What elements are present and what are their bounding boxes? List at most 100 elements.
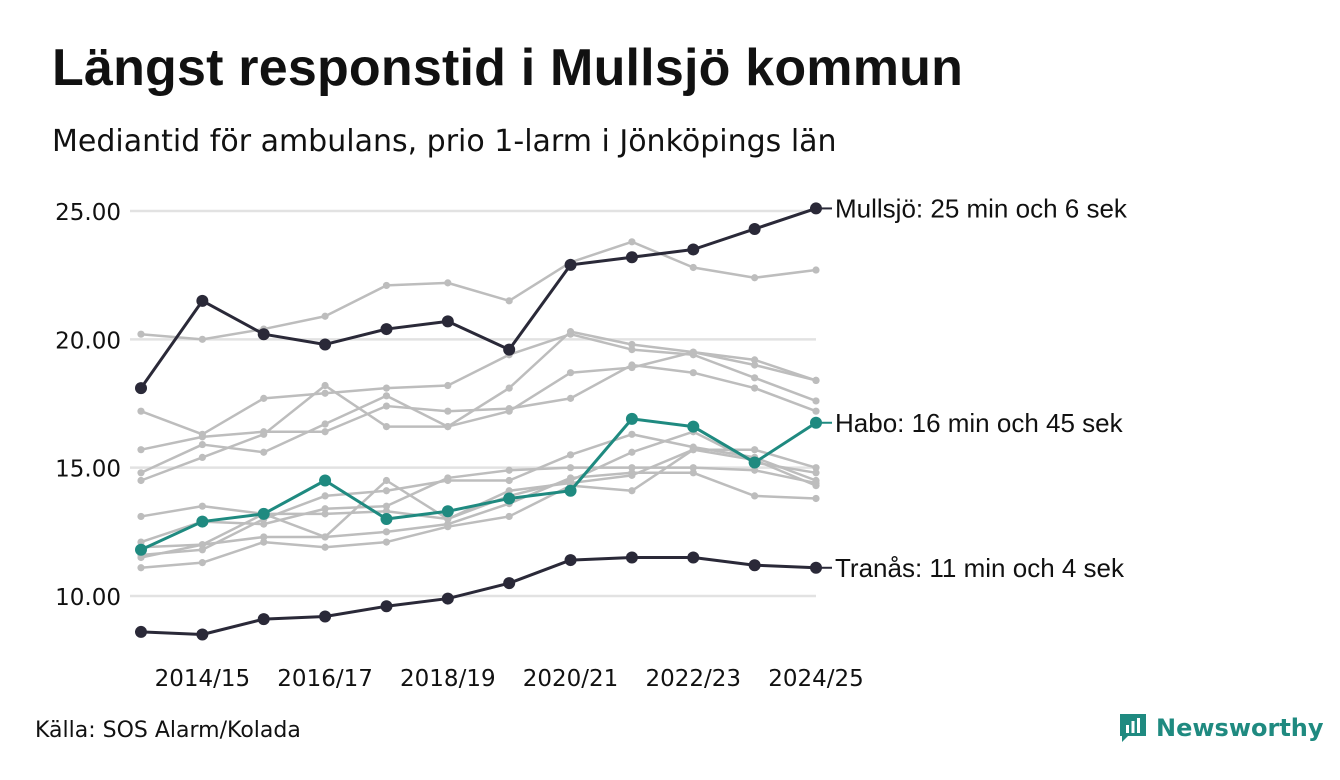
background-series-point	[321, 533, 329, 541]
background-series-point	[812, 469, 820, 477]
background-series-point	[444, 423, 452, 431]
background-series-point	[137, 469, 145, 477]
background-series-point	[382, 281, 391, 290]
background-series-point	[382, 402, 391, 410]
highlight-series-point	[503, 492, 516, 505]
background-series-point	[628, 469, 636, 477]
background-series-point	[689, 263, 697, 272]
background-series-point	[137, 512, 145, 521]
background-series-point	[628, 238, 636, 246]
background-series-point	[812, 494, 820, 503]
highlight-series-point	[687, 420, 700, 433]
background-series-point	[321, 543, 329, 551]
background-series-point	[628, 487, 636, 495]
background-series-point	[137, 330, 145, 338]
highlight-series-point	[441, 592, 454, 605]
background-series-point	[628, 346, 636, 354]
background-series-point	[812, 397, 820, 405]
background-series-point	[505, 384, 513, 392]
background-series-point	[444, 474, 452, 482]
background-series-point	[198, 546, 206, 554]
highlight-series-point	[564, 258, 577, 271]
highlight-series-point	[319, 610, 332, 623]
background-series-point	[382, 476, 391, 485]
highlight-series-point	[441, 505, 454, 518]
series-label: Mullsjö: 25 min och 6 sek	[835, 193, 1128, 223]
background-series-point	[382, 384, 391, 392]
background-series-point	[689, 469, 697, 477]
background-series-point	[812, 266, 820, 274]
highlight-series-point	[319, 338, 332, 351]
background-series-point	[566, 330, 575, 338]
background-series-point	[260, 448, 268, 456]
background-series-point	[566, 451, 575, 459]
series-label: Tranås: 11 min och 4 sek	[835, 553, 1125, 583]
highlight-series-point	[625, 412, 638, 425]
background-series-point	[628, 340, 636, 349]
highlight-series-point	[748, 456, 761, 469]
background-series-point	[628, 448, 636, 456]
background-series-point	[321, 381, 329, 390]
x-tick-label: 2018/19	[400, 666, 496, 692]
highlight-series-point	[257, 328, 270, 341]
background-series-point	[444, 407, 452, 415]
brand-logo: Newsworthy	[1118, 712, 1324, 744]
background-series-point	[137, 476, 145, 485]
background-series-point	[689, 464, 697, 472]
background-series-point	[444, 520, 452, 528]
background-series-point	[812, 407, 820, 415]
chart-title: Längst responstid i Mullsjö kommun	[52, 39, 964, 97]
background-series-point	[382, 502, 391, 510]
highlight-series-point	[196, 628, 209, 641]
background-series-line	[140, 332, 817, 436]
highlight-series-point	[687, 551, 700, 564]
highlight-series-point	[135, 543, 147, 556]
background-series-point	[751, 384, 759, 392]
background-series-point	[137, 564, 145, 572]
background-series-point	[321, 312, 329, 320]
background-series-point	[751, 466, 759, 474]
background-series-point	[198, 541, 206, 549]
background-series-point	[689, 446, 697, 454]
background-series-point	[260, 520, 268, 528]
background-series-line	[140, 471, 817, 559]
background-series-point	[137, 446, 145, 454]
background-series-point	[689, 369, 697, 377]
highlight-series-point	[196, 294, 209, 307]
background-series-point	[260, 394, 268, 402]
background-series-point	[812, 376, 820, 384]
background-series-point	[321, 510, 329, 518]
x-tick-label: 2022/23	[645, 666, 741, 692]
highlight-series-point	[380, 600, 393, 613]
y-tick-label: 15.00	[55, 457, 121, 483]
background-series-point	[505, 487, 513, 495]
background-series-point	[444, 279, 452, 287]
highlight-series-point	[503, 577, 516, 590]
background-series-point	[198, 440, 206, 449]
series-label: Habo: 16 min och 45 sek	[835, 408, 1124, 438]
highlight-series-point	[319, 474, 332, 487]
background-series-point	[751, 374, 759, 382]
highlight-series-line	[140, 556, 817, 636]
background-series-point	[382, 392, 391, 400]
highlight-series-point	[564, 484, 577, 497]
background-series-point	[321, 389, 329, 397]
y-tick-label: 10.00	[55, 585, 121, 611]
newsworthy-logo-icon	[1120, 714, 1146, 742]
background-series-point	[505, 297, 513, 305]
highlight-series-line	[139, 207, 817, 389]
background-series-line	[140, 466, 817, 544]
highlight-series-point	[380, 513, 393, 525]
brand-name: Newsworthy	[1156, 714, 1324, 742]
background-series-point	[382, 423, 391, 431]
y-tick-label: 20.00	[55, 328, 121, 354]
highlight-series-point	[625, 551, 638, 564]
background-series-point	[198, 335, 206, 343]
line-chart: 10.00 15.00 20.00 25.00 2014/15 2016/17 2018/1…	[55, 193, 1128, 692]
background-series-point	[382, 487, 391, 495]
background-series-point	[566, 369, 575, 377]
highlight-series-point	[380, 323, 393, 336]
highlight-series-point	[748, 222, 761, 235]
background-series-line	[140, 363, 817, 451]
highlight-series-point	[748, 559, 761, 572]
